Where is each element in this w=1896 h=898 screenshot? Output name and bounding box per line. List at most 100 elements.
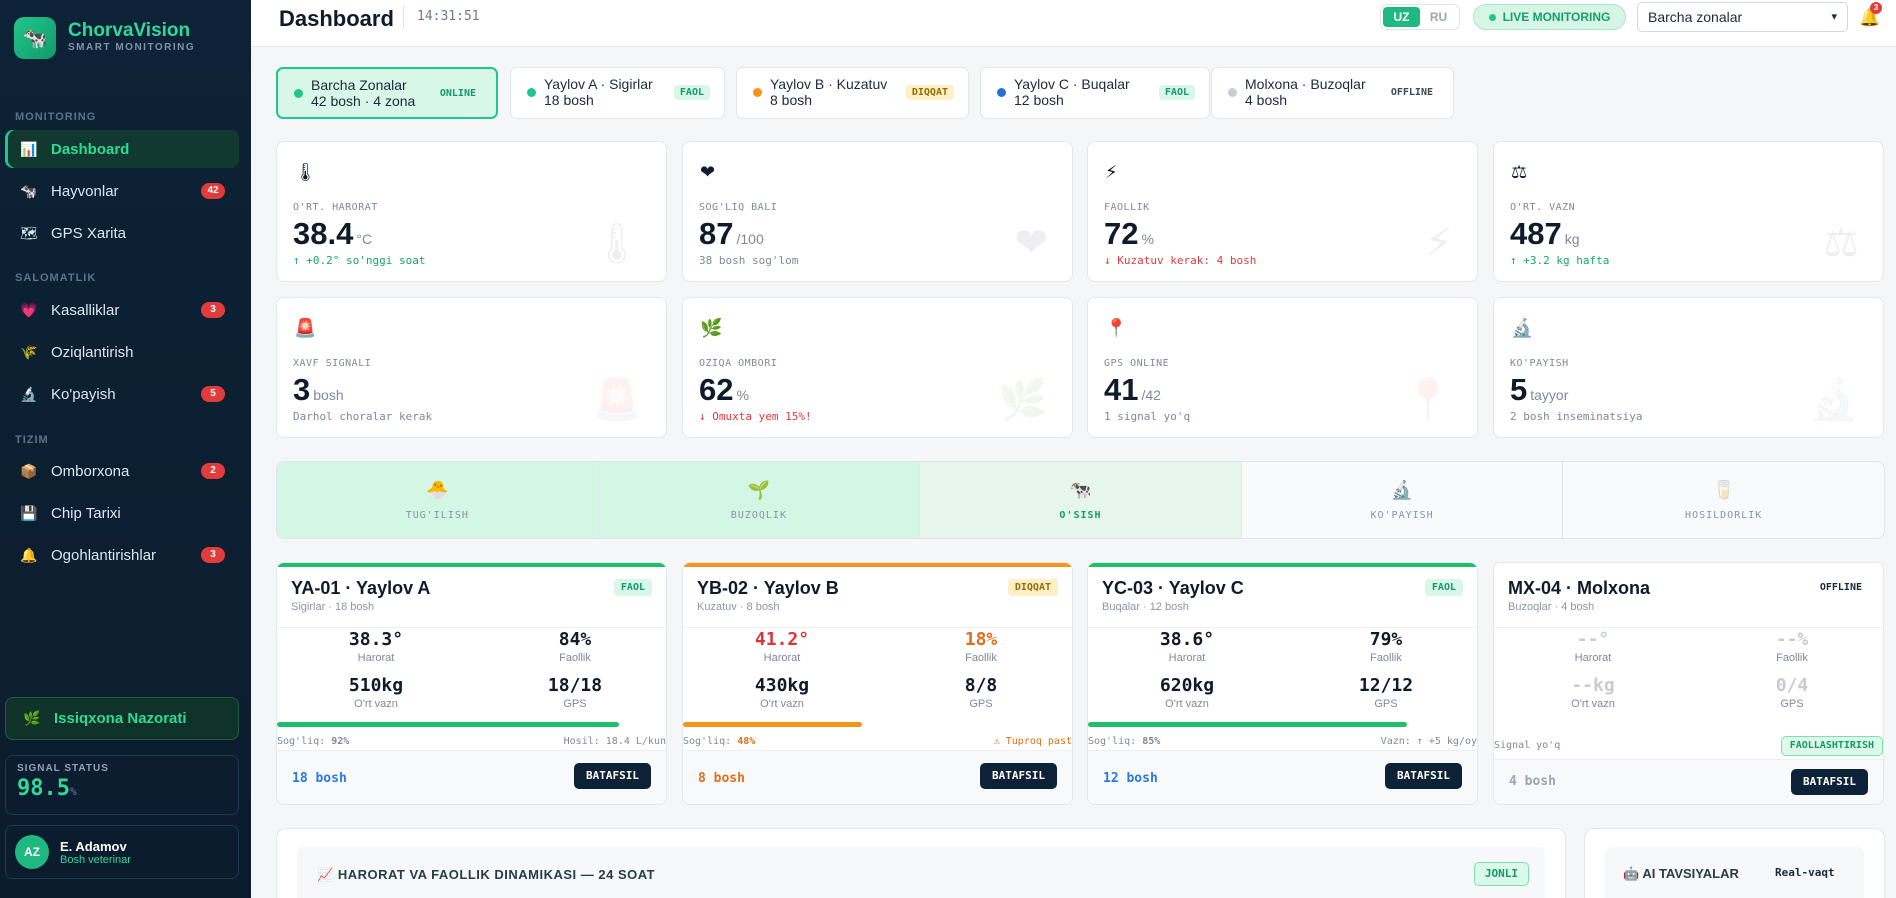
greenhouse-button[interactable]: 🌿 Issiqxona Nazorati	[5, 697, 239, 740]
stat-card[interactable]: 📍 GPS ONLINE 41/42 1 signal yo'q 📍	[1087, 297, 1478, 438]
stat-value: 487	[1510, 216, 1562, 251]
sidebar-item-gps-xarita[interactable]: 🗺 GPS Xarita	[5, 214, 239, 252]
sidebar-item-oziqlantirish[interactable]: 🌾 Oziqlantirish	[5, 333, 239, 371]
live-monitoring-badge[interactable]: LIVE MONITORING	[1473, 4, 1626, 30]
head-count: 18 bosh	[292, 771, 347, 786]
divider	[1088, 627, 1477, 628]
sidebar-item-ogohlantirishlar[interactable]: 🔔 Ogohlantirishlar 3	[5, 536, 239, 574]
stat-value: 5	[1510, 372, 1528, 407]
health-value: 85%	[1142, 736, 1161, 747]
cow-logo-icon: 🐄	[14, 17, 56, 59]
section-salomatlik: SALOMATLIK	[15, 272, 97, 284]
details-button[interactable]: BATAFSIL	[1791, 769, 1868, 795]
lang-uz-button[interactable]: UZ	[1383, 7, 1420, 27]
sidebar: 🐄 ChorvaVision SMART MONITORING MONITORI…	[0, 0, 251, 898]
health-bar	[683, 722, 1072, 727]
pin-icon: 📍	[1105, 318, 1128, 338]
scale-icon: ⚖	[1823, 221, 1859, 265]
sidebar-item-label: Chip Tarixi	[51, 504, 121, 522]
activate-button[interactable]: FAOLLASHTIRISH	[1780, 736, 1883, 756]
stat-label: O'RT. HARORAT	[293, 202, 378, 213]
metric-label: Faollik	[1370, 652, 1402, 664]
zone-note: ⚠ Tuproq past	[993, 736, 1072, 747]
stat-card[interactable]: 🌡 O'RT. HARORAT 38.4 °C ↑ +0.2° so'nggi soat…	[276, 141, 667, 282]
thermometer-icon: 🌡	[591, 222, 642, 266]
sidebar-item-omborxona[interactable]: 📦 Omborxona 2	[5, 452, 239, 490]
zone-tab-name: Yaylov B · Kuzatuv	[770, 76, 888, 92]
sidebar-item-hayvonlar[interactable]: 🐄 Hayvonlar 42	[5, 172, 239, 210]
sidebar-item-label: Hayvonlar	[51, 182, 119, 200]
cow-icon: 🐄	[1069, 479, 1092, 500]
zone-tab-all[interactable]: Barcha Zonalar 42 bosh · 4 zona ONLINE	[276, 67, 498, 119]
zone-card[interactable]: YA-01 · Yaylov A Sigirlar · 18 bosh FAOL 38…	[276, 562, 667, 805]
sidebar-item-label: GPS Xarita	[51, 224, 127, 242]
zone-tab-sub: 18 bosh	[544, 92, 594, 108]
zone-card[interactable]: MX-04 · Molxona Buzoqlar · 4 bosh OFFLINE -…	[1493, 562, 1884, 805]
count-badge: 3	[201, 302, 225, 318]
lightning-icon: ⚡	[1424, 221, 1453, 265]
stat-label: SOG'LIQ BALI	[699, 202, 778, 213]
zone-tab-molxona[interactable]: Molxona · Buzoqlar 4 bosh OFFLINE	[1211, 67, 1454, 119]
sidebar-item-label: Ogohlantirishlar	[51, 546, 157, 564]
tab-tugilish[interactable]: 🐣 TUG'ILISH	[277, 462, 599, 538]
heart-icon: ❤	[1014, 221, 1048, 265]
weight-value: 510kg	[348, 675, 404, 696]
clock: 14:31:51	[417, 9, 480, 24]
status-dot-icon	[294, 89, 303, 98]
chart-panel: 📈 HARORAT VA FAOLLIK DINAMIKASI — 24 SOA…	[276, 828, 1566, 898]
zone-tab-yaylov-b[interactable]: Yaylov B · Kuzatuv 8 bosh DIQQAT	[736, 67, 969, 119]
zone-select[interactable]: Barcha zonalar ▾	[1637, 2, 1848, 32]
details-button[interactable]: BATAFSIL	[980, 763, 1057, 789]
microscope-icon: 🔬	[1511, 318, 1534, 338]
zone-tab-yaylov-c[interactable]: Yaylov C · Buqalar 12 bosh FAOL	[980, 67, 1210, 119]
sidebar-item-chip-tarixi[interactable]: 💾 Chip Tarixi	[5, 494, 239, 532]
tab-label: O'SISH	[1059, 509, 1102, 521]
zone-tab-name: Molxona · Buzoqlar	[1245, 76, 1366, 92]
stat-card[interactable]: ❤ SOG'LIQ BALI 87/100 38 bosh sog'lom ❤	[682, 141, 1073, 282]
tab-kopayish[interactable]: 🔬 KO'PAYISH	[1242, 462, 1564, 538]
stat-value: 87	[699, 216, 734, 251]
brand[interactable]: 🐄 ChorvaVision SMART MONITORING	[14, 17, 195, 59]
status-badge: FAOL	[673, 85, 710, 100]
details-button[interactable]: BATAFSIL	[1385, 763, 1462, 789]
user-role: Bosh veterinar	[60, 853, 131, 866]
tab-osish[interactable]: 🐄 O'SISH	[920, 462, 1242, 538]
zone-card[interactable]: YC-03 · Yaylov C Buqalar · 12 bosh FAOL 38.…	[1087, 562, 1478, 805]
stat-value: 72	[1104, 216, 1139, 251]
leaf-icon: 🌿	[998, 378, 1048, 422]
status-dot-icon	[1228, 88, 1237, 97]
zone-tab-name: Yaylov C · Buqalar	[1014, 76, 1130, 92]
stat-card[interactable]: 🚨 XAVF SIGNALI 3 bosh Darhol choralar kerak 🚨	[276, 297, 667, 438]
tab-label: HOSILDORLIK	[1685, 509, 1763, 521]
sidebar-item-kopayish[interactable]: 🔬 Ko'payish 5	[5, 375, 239, 413]
sidebar-item-dashboard[interactable]: 📊 Dashboard	[5, 130, 239, 168]
metric-label: O'rt vazn	[1571, 698, 1615, 710]
zone-card[interactable]: YB-02 · Yaylov B Kuzatuv · 8 bosh DIQQAT 41…	[682, 562, 1073, 805]
siren-icon: 🚨	[294, 318, 317, 338]
stat-card[interactable]: 🌿 OZIQA OMBORI 62% ↓ Omuxta yem 15%! 🌿	[682, 297, 1073, 438]
status-badge: DIQQAT	[905, 85, 954, 100]
zone-note: Vazn: ↑ +5 kg/oy	[1380, 736, 1477, 747]
user-profile[interactable]: AZ E. Adamov Bosh veterinar	[5, 825, 239, 879]
stat-note: 2 bosh inseminatsiya	[1510, 410, 1643, 423]
tab-hosildorlik[interactable]: 🥛 HOSILDORLIK	[1563, 462, 1884, 538]
sidebar-item-kasalliklar[interactable]: 💗 Kasalliklar 3	[5, 291, 239, 329]
details-button[interactable]: BATAFSIL	[574, 763, 651, 789]
zone-card-footer: 4 bosh BATAFSIL	[1494, 759, 1883, 804]
lang-ru-button[interactable]: RU	[1429, 10, 1448, 24]
bell-icon: 🔔	[20, 546, 38, 563]
stat-label: XAVF SIGNALI	[293, 358, 372, 369]
zone-tab-yaylov-a[interactable]: Yaylov A · Sigirlar 18 bosh FAOL	[510, 67, 725, 119]
status-badge: OFFLINE	[1390, 87, 1433, 98]
tab-buzoqlik[interactable]: 🌱 BUZOQLIK	[598, 462, 921, 538]
stat-card[interactable]: 🔬 KO'PAYISH 5 tayyor 2 bosh inseminatsiya 🔬	[1493, 297, 1884, 438]
zone-card-footer: 18 bosh BATAFSIL	[277, 750, 666, 804]
section-monitoring: MONITORING	[15, 111, 97, 123]
gps-value: 8/8	[964, 675, 998, 696]
live-badge[interactable]: JONLI	[1473, 862, 1529, 886]
stat-card[interactable]: ⚡ FAOLLIK 72% ↓ Kuzatuv kerak: 4 bosh ⚡	[1087, 141, 1478, 282]
stat-card[interactable]: ⚖ O'RT. VAZN 487 kg ↑ +3.2 kg hafta ⚖	[1493, 141, 1884, 282]
metric-label: Harorat	[763, 652, 801, 664]
robot-icon: 🤖	[1623, 866, 1643, 881]
status-dot-icon	[753, 88, 762, 97]
